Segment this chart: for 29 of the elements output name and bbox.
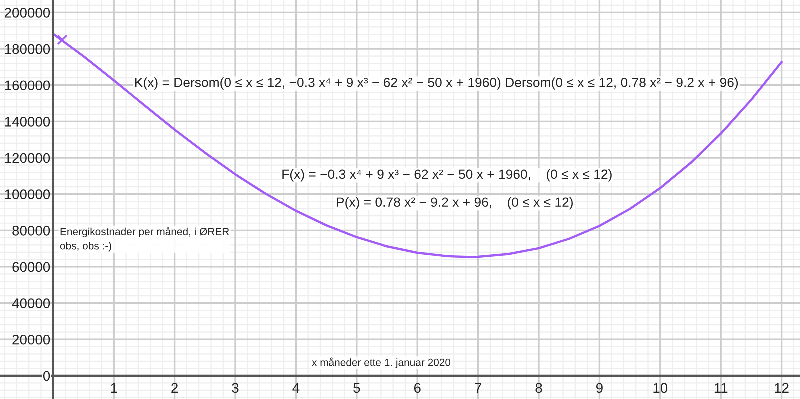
annotation: F(x) = −0.3 x⁴ + 9 x³ − 62 x² − 50 x + 1960, (0 ≤ x ≤ 12) <box>282 169 612 182</box>
x-tick-label: 11 <box>714 383 728 393</box>
y-tick-label: 160000 <box>5 80 50 91</box>
x-tick-label: 8 <box>536 383 542 394</box>
x-tick-label: 6 <box>414 383 421 394</box>
annotation: x måneder ette 1. januar 2020 <box>312 358 451 368</box>
x-tick-label: 9 <box>596 383 603 394</box>
x-tick-label: 5 <box>354 383 360 394</box>
x-tick-label: 2 <box>172 383 178 393</box>
x-tick-label: 4 <box>292 383 300 393</box>
y-tick-label: 200000 <box>4 8 50 18</box>
y-tick-label: 80000 <box>12 226 50 236</box>
annotation: K(x) = Dersom(0 ≤ x ≤ 12, −0.3 x⁴ + 9 x³ − 62 x² − 50 x + 1960) Dersom(0 ≤ x ≤ 12, 0.78 x² − 9.2 x + 96) <box>135 78 738 90</box>
x-tick-label: 1 <box>111 383 118 393</box>
y-tick-label: 140000 <box>5 117 50 127</box>
y-tick-label: 0 <box>43 371 50 382</box>
x-tick-label: 7 <box>475 383 482 393</box>
y-tick-label: 120000 <box>5 153 50 164</box>
annotation: Energikostnader per måned, i ØRER obs, obs :-) <box>60 227 230 252</box>
y-tick-label: 100000 <box>5 190 50 200</box>
annotation: P(x) = 0.78 x² − 9.2 x + 96, (0 ≤ x ≤ 12) <box>337 197 573 210</box>
x-tick-label: 10 <box>654 383 668 394</box>
y-tick-label: 60000 <box>12 262 50 272</box>
line-series <box>52 33 783 258</box>
x-tick-label: 3 <box>232 383 239 394</box>
y-tick-label: 40000 <box>12 298 50 308</box>
y-tick-label: 180000 <box>5 44 50 54</box>
x-tick-label: 12 <box>775 383 789 393</box>
y-tick-label: 20000 <box>12 334 50 345</box>
